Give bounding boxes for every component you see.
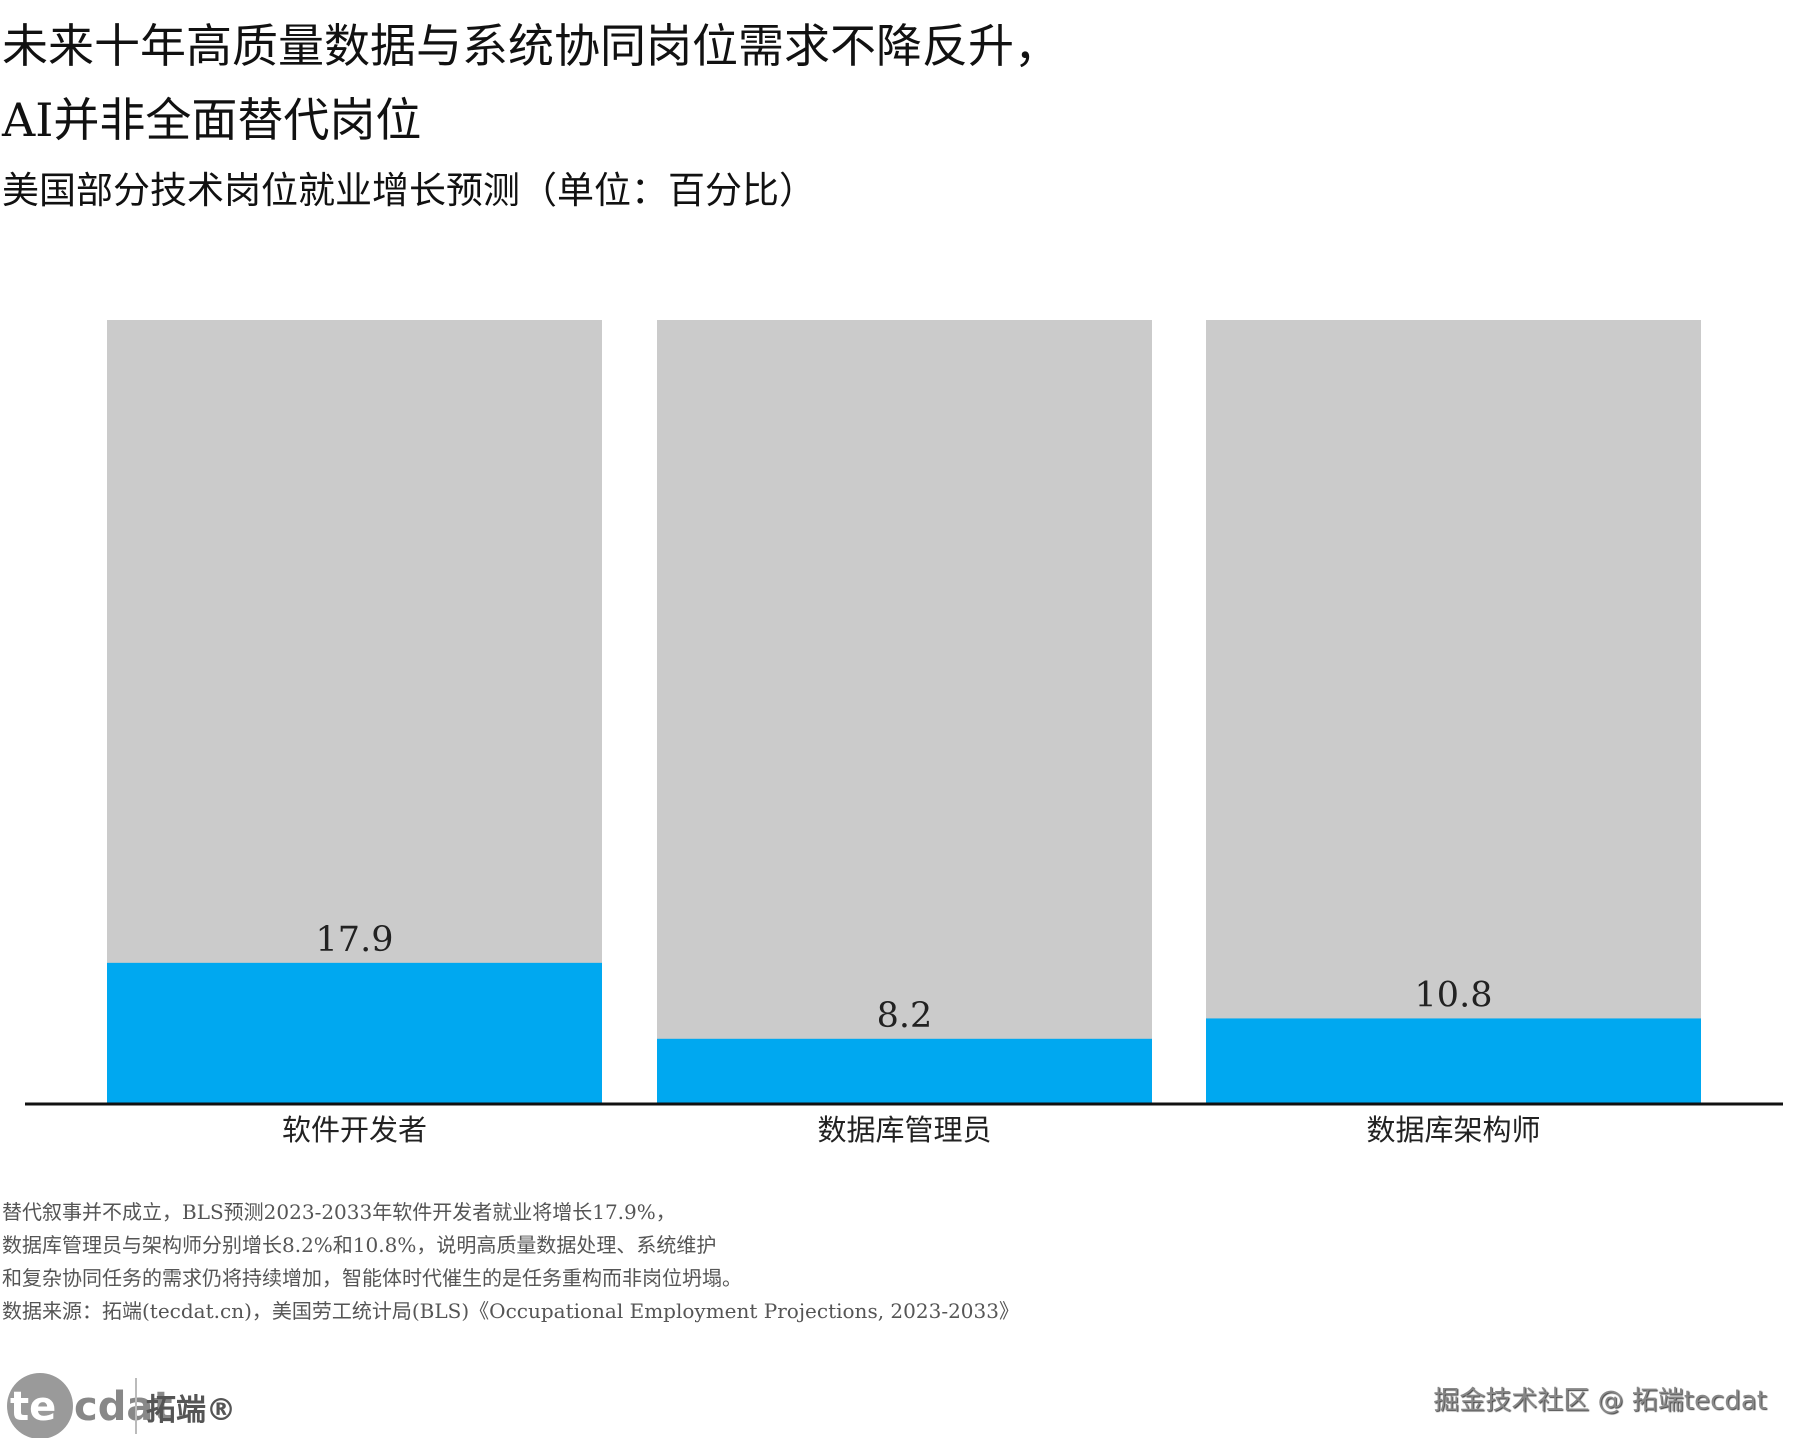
x-tick-label: 数据库架构师	[1366, 1113, 1540, 1147]
value-bar	[1206, 1018, 1701, 1103]
background-bar	[1206, 320, 1701, 1103]
x-tick-label: 数据库管理员	[817, 1113, 991, 1147]
bar-chart: 17.9 软件开发者 8.2 数据库管理员 10.8 数据库架构师	[25, 320, 1783, 1147]
chart-subtitle: 美国部分技术岗位就业增长预测（单位：百分比）	[2, 169, 816, 212]
chart-title-line-2: AI并非全面替代岗位	[2, 93, 422, 147]
svg-text:te: te	[10, 1384, 56, 1430]
data-label: 10.8	[1415, 975, 1493, 1015]
data-label: 17.9	[316, 920, 394, 960]
background-bar	[657, 320, 1152, 1103]
tecdat-logo: te cdat 拓端®	[7, 1373, 236, 1438]
svg-text:cdat: cdat	[74, 1384, 172, 1430]
note-line-2: 数据库管理员与架构师分别增长8.2%和10.8%，说明高质量数据处理、系统维护	[2, 1233, 717, 1257]
note-line-3: 和复杂协同任务的需求仍将持续增加，智能体时代催生的是任务重构而非岗位坍塌。	[2, 1266, 742, 1290]
value-bar	[657, 1038, 1152, 1103]
data-label: 8.2	[877, 996, 933, 1036]
x-tick-label: 软件开发者	[282, 1113, 427, 1147]
watermark: 掘金技术社区 @ 拓端tecdat	[1433, 1386, 1767, 1416]
svg-text:拓端®: 拓端®	[146, 1393, 236, 1428]
source-note: 数据来源：拓端(tecdat.cn)，美国劳工统计局(BLS)《Occupati…	[2, 1299, 1019, 1323]
chart-title-line-1: 未来十年高质量数据与系统协同岗位需求不降反升，	[2, 19, 1060, 73]
note-line-1: 替代叙事并不成立，BLS预测2023-2033年软件开发者就业将增长17.9%，	[2, 1200, 676, 1224]
value-bar	[107, 962, 602, 1103]
